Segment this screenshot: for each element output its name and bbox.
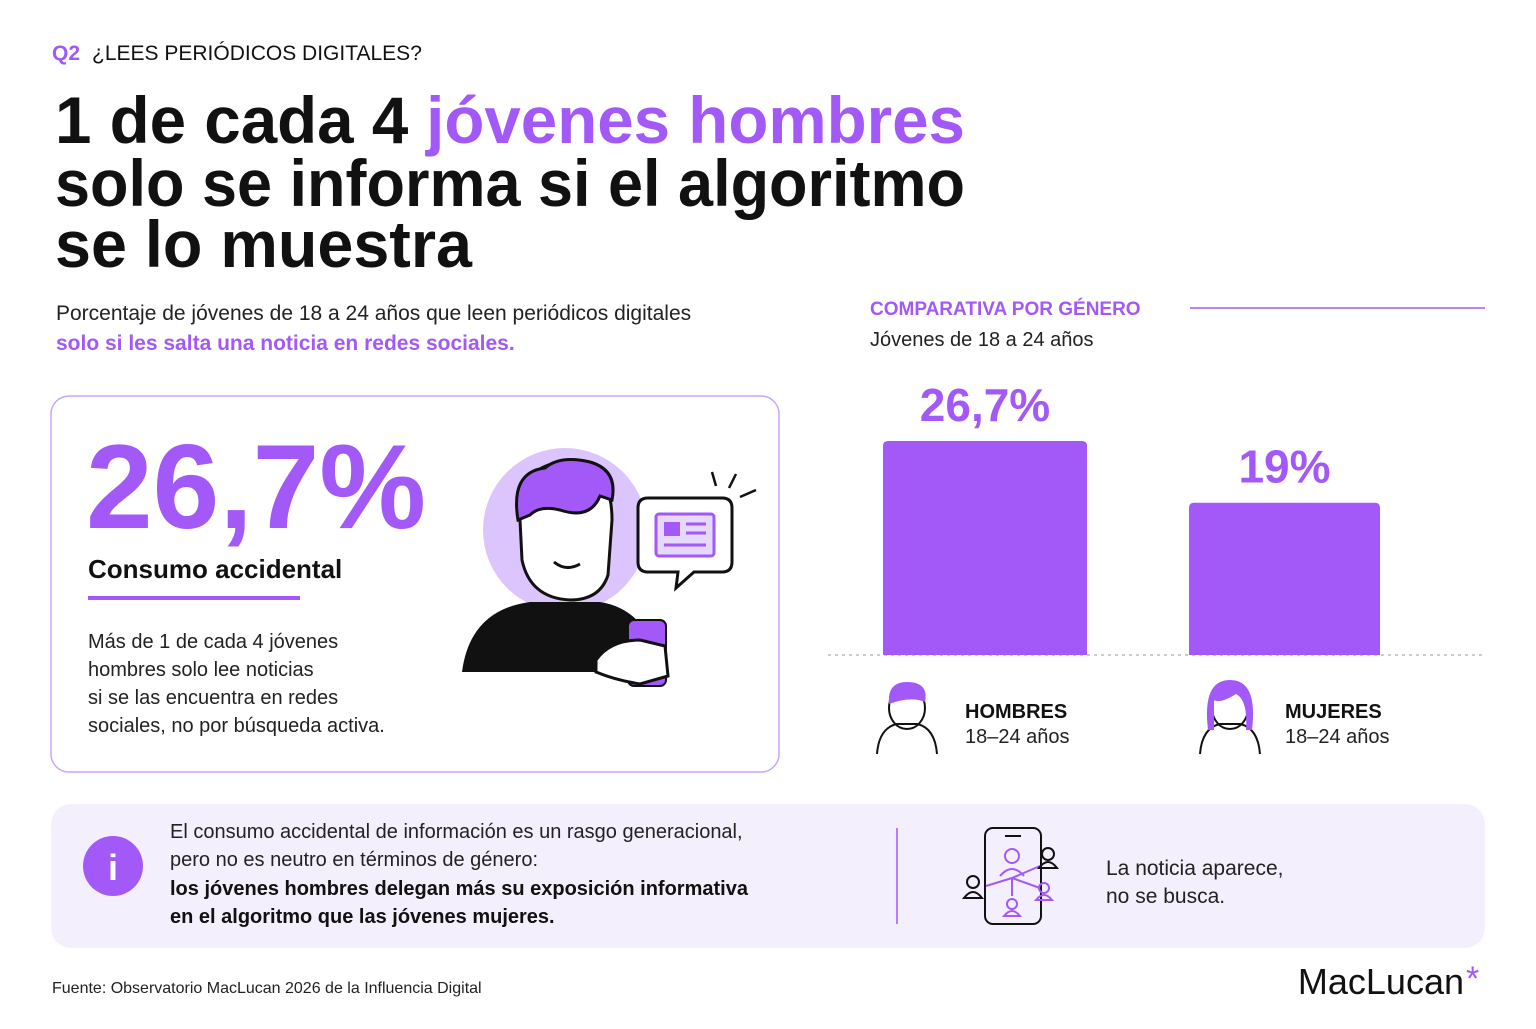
bar-chart: 26,7% HOMBRES 18–24 años 19% MUJERES 18–24 añ…	[876, 379, 1390, 755]
card-label: Consumo accidental	[88, 554, 342, 584]
value-label: 26,7%	[920, 379, 1050, 431]
card-body: Más de 1 de cada 4 jóvenes hombres solo …	[88, 631, 385, 737]
bar	[883, 441, 1087, 655]
headline-lead: 1 de cada 4	[55, 83, 409, 157]
info-aside: La noticia aparece, no se busca.	[1106, 857, 1289, 908]
card-body-line: hombres solo lee noticias	[88, 659, 314, 681]
person-icon	[876, 682, 938, 755]
kicker-question: ¿LEES PERIÓDICOS DIGITALES?	[92, 42, 422, 65]
person-icon	[1199, 680, 1261, 755]
icon-body	[1199, 723, 1261, 755]
headline-highlight: jóvenes hombres	[424, 83, 965, 157]
source: Fuente: Observatorio MacLucan 2026 de la…	[52, 980, 482, 997]
card-underline	[88, 596, 300, 600]
info-box	[51, 804, 1485, 948]
value-label: 19%	[1238, 441, 1330, 493]
info-aside-line: no se busca.	[1106, 885, 1225, 908]
illustration	[462, 448, 757, 687]
icon-hair	[888, 682, 926, 704]
network-icon	[961, 827, 1060, 925]
intro-text: Porcentaje de jóvenes de 18 a 24 años qu…	[56, 302, 691, 325]
category-note: 18–24 años	[1285, 726, 1390, 748]
category-label: HOMBRES	[965, 701, 1067, 723]
brand: MacLucan	[1298, 961, 1464, 1002]
headline-line: se lo muestra	[55, 207, 473, 281]
info-icon	[83, 836, 143, 896]
info-bold-line: los jóvenes hombres delegan más su expos…	[170, 878, 749, 900]
card-body-line: Más de 1 de cada 4 jóvenes	[88, 631, 338, 653]
card-body-line: si se las encuentra en redes	[88, 687, 338, 709]
info-line: El consumo accidental de información es …	[170, 821, 743, 843]
info-line: pero no es neutro en términos de género:	[170, 849, 538, 871]
kicker-code: Q2	[52, 42, 80, 65]
headline-line: 1 de cada 4 jóvenes hombres	[55, 83, 965, 157]
category-label: MUJERES	[1285, 701, 1382, 723]
info-text: El consumo accidental de información es …	[170, 821, 754, 928]
info-bold-line: en el algoritmo que las jóvenes mujeres.	[170, 906, 555, 928]
icon-hair	[1206, 680, 1254, 730]
category-note: 18–24 años	[965, 726, 1070, 748]
brand-mark: *	[1466, 960, 1479, 998]
card-stat: 26,7%	[86, 420, 426, 554]
bar	[1189, 502, 1380, 655]
info-icon-glyph: i	[108, 847, 118, 888]
chart-subtitle: Jóvenes de 18 a 24 años	[870, 329, 1094, 351]
headline-line: solo se informa si el algoritmo	[55, 146, 965, 220]
intro-highlight: solo si les salta una noticia en redes s…	[56, 332, 515, 355]
card-body-line: sociales, no por búsqueda activa.	[88, 715, 385, 737]
chart-title: COMPARATIVA POR GÉNERO	[870, 298, 1141, 320]
info-aside-line: La noticia aparece,	[1106, 857, 1283, 880]
icon-body	[876, 723, 938, 755]
